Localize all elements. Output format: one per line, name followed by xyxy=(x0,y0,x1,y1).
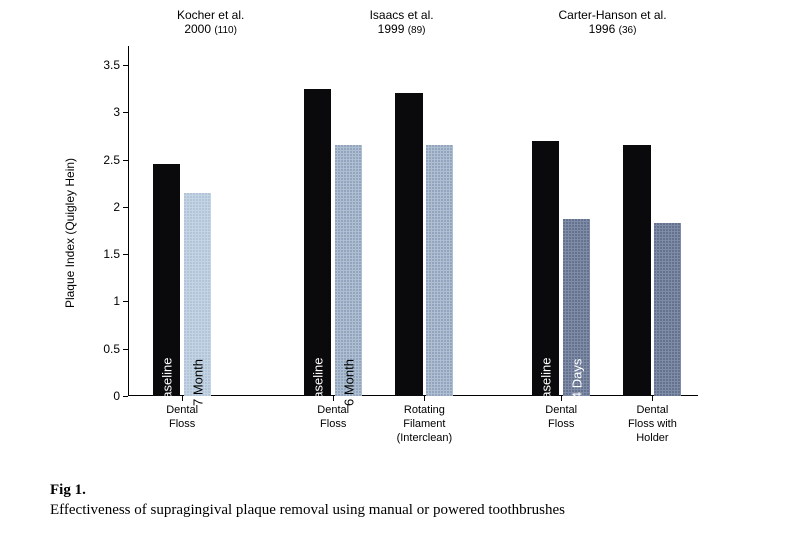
study-label: Kocher et al.2000 (110) xyxy=(177,8,244,37)
bar-followup xyxy=(426,145,453,396)
bar-followup: 44 Days xyxy=(563,219,590,396)
bar-baseline: Baseline xyxy=(532,141,559,396)
plot-area: 00.511.522.533.5Baseline7 MonthDentalFlo… xyxy=(128,46,698,396)
y-axis xyxy=(128,46,129,396)
y-axis-title: Plaque Index (Quigley Hein) xyxy=(63,158,77,308)
y-tick-label: 3 xyxy=(113,105,128,119)
bar-followup xyxy=(654,223,681,396)
bar-followup: 7 Month xyxy=(184,193,211,396)
x-category-label: DentalFloss xyxy=(166,396,198,432)
bar-followup: 6 Month xyxy=(335,145,362,396)
study-label: Isaacs et al.1999 (89) xyxy=(370,8,434,37)
y-tick-label: 2.5 xyxy=(103,153,128,167)
x-category-label: DentalFloss xyxy=(545,396,577,432)
study-label: Carter-Hanson et al.1996 (36) xyxy=(558,8,666,37)
caption-text: Effectiveness of supragingival plaque re… xyxy=(50,502,565,518)
bar-baseline: Baseline xyxy=(153,164,180,396)
x-category-label: DentalFloss xyxy=(317,396,349,432)
figure-caption: Fig 1. Effectiveness of supragingival pl… xyxy=(50,480,565,521)
y-tick-label: 1 xyxy=(113,294,128,308)
y-tick-label: 2 xyxy=(113,200,128,214)
bar-baseline xyxy=(395,93,422,396)
caption-fig-label: Fig 1. xyxy=(50,482,86,498)
y-tick-label: 0.5 xyxy=(103,342,128,356)
bar-baseline xyxy=(623,145,650,396)
chart-figure: Plaque Index (Quigley Hein) 00.511.522.5… xyxy=(60,8,760,458)
x-category-label: DentalFloss withHolder xyxy=(628,396,677,445)
y-tick-label: 3.5 xyxy=(103,58,128,72)
bar-baseline: Baseline xyxy=(304,89,331,396)
y-tick-label: 0 xyxy=(113,389,128,403)
x-category-label: RotatingFilament(Interclean) xyxy=(397,396,453,445)
y-tick-label: 1.5 xyxy=(103,247,128,261)
